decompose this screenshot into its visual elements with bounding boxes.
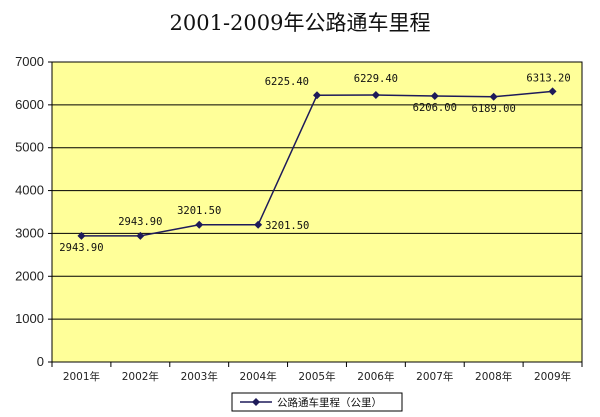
plot-area xyxy=(52,62,582,362)
data-point xyxy=(254,220,263,229)
data-label: 3201.50 xyxy=(265,220,309,232)
y-tick-label: 0 xyxy=(37,354,44,369)
y-tick-label: 6000 xyxy=(15,97,44,112)
y-tick-label: 1000 xyxy=(15,311,44,326)
data-label: 2943.90 xyxy=(118,216,162,228)
y-tick-label: 3000 xyxy=(15,225,44,240)
y-tick-label: 5000 xyxy=(15,140,44,155)
y-tick-label: 4000 xyxy=(15,183,44,198)
legend-box xyxy=(231,392,403,412)
data-point xyxy=(77,231,86,240)
data-label: 3201.50 xyxy=(177,205,221,217)
x-tick-label: 2003年 xyxy=(181,370,218,383)
data-point xyxy=(430,92,439,101)
y-tick-label: 2000 xyxy=(15,268,44,283)
x-tick-label: 2004年 xyxy=(239,370,276,383)
data-label: 6206.00 xyxy=(413,102,457,114)
y-tick-label: 7000 xyxy=(15,54,44,69)
x-tick-label: 2009年 xyxy=(534,370,571,383)
x-tick-label: 2007年 xyxy=(416,370,453,383)
data-label: 6229.40 xyxy=(354,73,398,85)
data-point xyxy=(195,220,204,229)
data-label: 6313.20 xyxy=(526,72,570,84)
data-label: 6225.40 xyxy=(265,76,309,88)
legend: 公路通车里程（公里） xyxy=(231,392,403,412)
data-point xyxy=(136,231,145,240)
legend-label: 公路通车里程（公里） xyxy=(277,396,382,409)
data-label: 2943.90 xyxy=(59,242,103,254)
data-point xyxy=(313,91,321,100)
x-tick-label: 2005年 xyxy=(298,370,335,383)
data-point xyxy=(371,91,380,100)
data-label: 6189.00 xyxy=(472,103,516,115)
legend-marker-swatch xyxy=(252,398,260,406)
x-tick-label: 2006年 xyxy=(357,370,394,383)
x-tick-label: 2002年 xyxy=(122,370,159,383)
chart-title: 2001-2009年公路通车里程 xyxy=(170,11,431,35)
data-point xyxy=(548,87,557,96)
x-tick-label: 2001年 xyxy=(63,370,100,383)
x-tick-label: 2008年 xyxy=(475,370,512,383)
data-point xyxy=(489,92,498,101)
